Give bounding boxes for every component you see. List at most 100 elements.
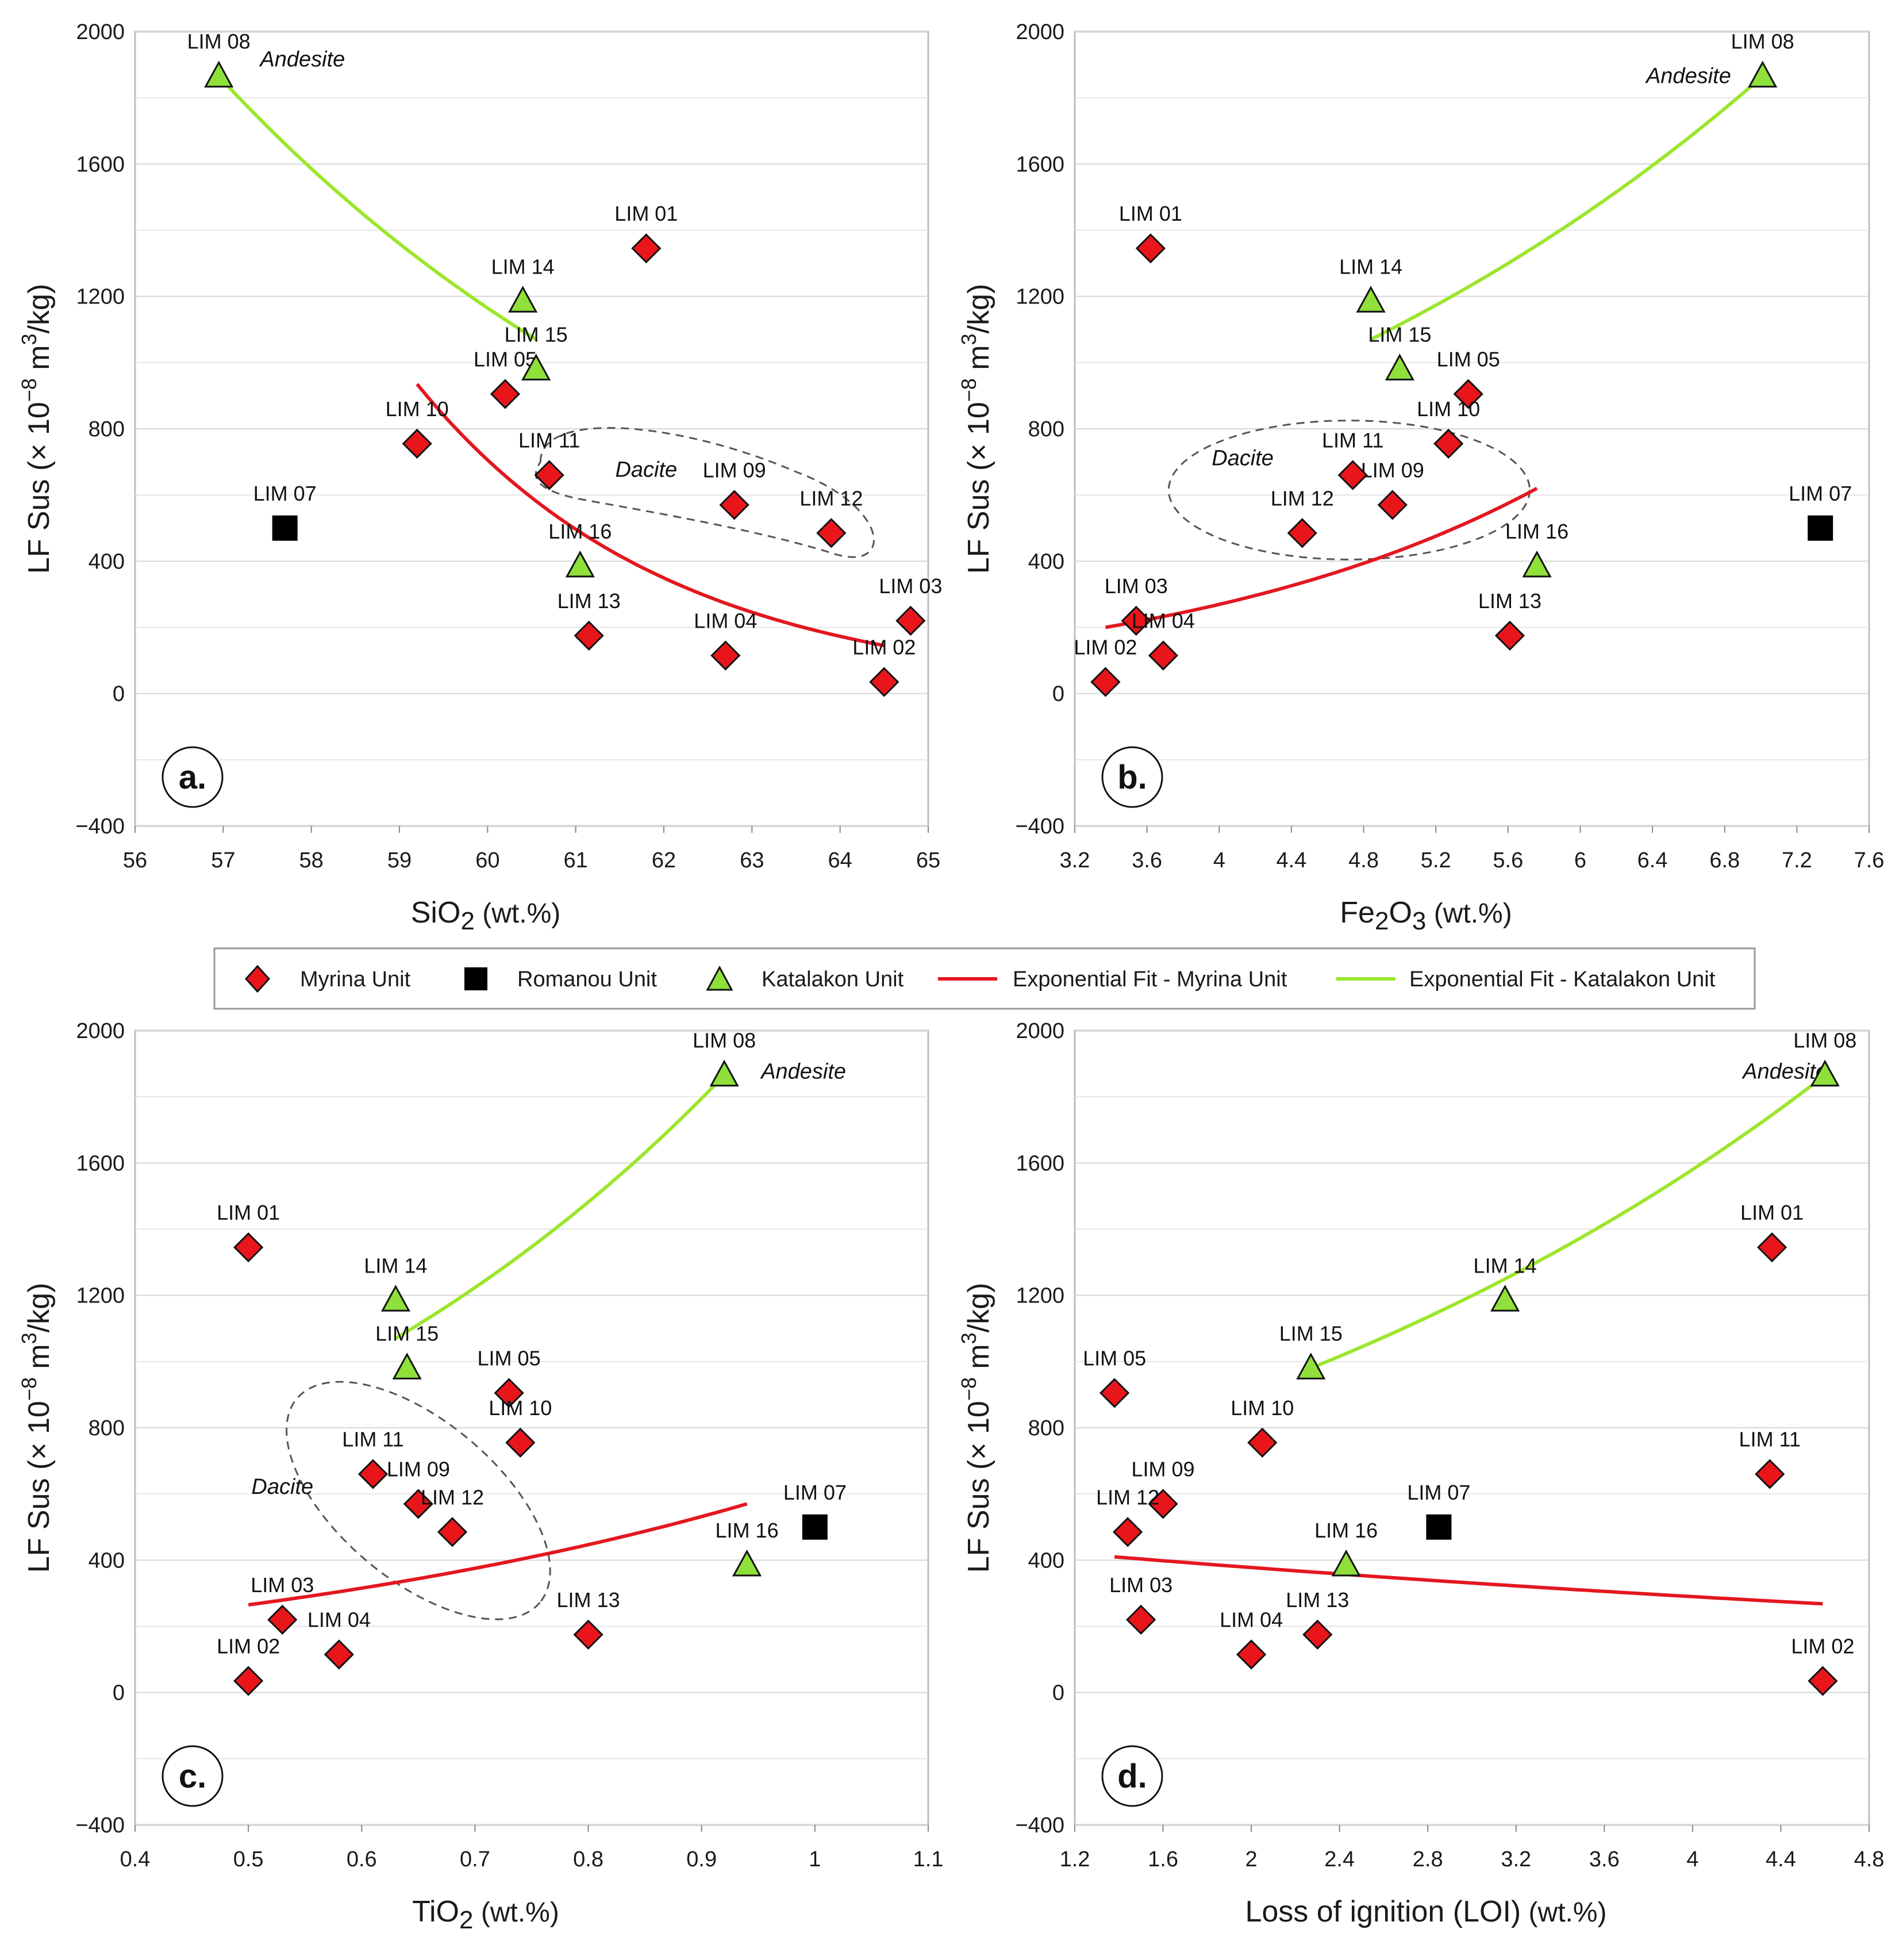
point-label: LIM 11 [342,1428,403,1451]
point-lim-02 [869,667,899,697]
y-tick-label: 0 [113,1681,125,1705]
point-label: LIM 09 [387,1457,450,1481]
point-label: LIM 16 [1505,520,1568,543]
y-tick-label: −400 [1015,1813,1064,1838]
annotation-dacite: Dacite [251,1475,313,1499]
point-label: LIM 08 [187,30,251,53]
point-label: LIM 10 [1417,397,1480,421]
legend-label-romanou: Romanou Unit [517,967,657,991]
x-tick-label: 4.8 [1348,848,1379,873]
point-label: LIM 01 [217,1201,280,1224]
point-lim-11 [1337,460,1368,490]
dacite-outline [535,426,875,558]
point-label: LIM 16 [1314,1519,1378,1542]
point-label: LIM 02 [1074,636,1137,659]
point-label: LIM 05 [1083,1347,1146,1370]
legend-label-fit-myrina: Exponential Fit - Myrina Unit [1013,967,1287,991]
point-lim-07 [272,515,298,541]
x-axis-label: Fe2O3 (wt.%) [1340,896,1512,935]
point-lim-16 [1522,550,1552,578]
dacite-outline [286,1381,551,1620]
point-lim-16 [732,1549,762,1577]
panel-label: b. [1117,759,1147,796]
point-lim-01 [631,233,662,264]
point-lim-16 [565,550,595,578]
y-tick-label: 400 [1028,549,1064,574]
point-label: LIM 14 [364,1254,427,1277]
panel-d: −400 0 400 800 1200 1600 2000 1.2 1.6 2 2.4 2.8 3.2 3… [957,1019,1884,1928]
point-lim-04 [1148,640,1179,671]
legend-label-myrina: Myrina Unit [300,967,411,991]
x-tick-label: 56 [123,848,147,873]
annotation-andesite: Andesite [1741,1059,1828,1083]
point-label: LIM 03 [879,574,942,598]
point-lim-08 [1748,60,1778,88]
point-lim-14 [508,286,538,313]
x-tick-label: 4.4 [1276,848,1306,873]
point-label: LIM 01 [1740,1201,1804,1224]
annotation-andesite: Andesite [1645,64,1731,88]
point-lim-08 [1810,1059,1840,1087]
panel-label: a. [179,759,206,796]
y-tick-label: −400 [75,1813,125,1838]
point-label: LIM 01 [614,202,678,225]
point-label: LIM 15 [1368,322,1431,346]
x-tick-label: 0.4 [120,1847,151,1871]
annotation-andesite: Andesite [760,1059,846,1083]
y-tick-label: −400 [75,814,125,839]
y-tick-label: 1600 [76,152,125,176]
x-tick-label: 59 [387,848,412,873]
point-label: LIM 12 [1096,1485,1159,1509]
point-label: LIM 14 [1339,255,1402,278]
point-lim-14 [1490,1285,1520,1312]
point-label: LIM 13 [558,589,621,613]
point-lim-10 [1433,428,1464,459]
x-tick-label: 2.8 [1413,1847,1443,1871]
point-label: LIM 03 [1105,574,1168,598]
panel-label: d. [1117,1758,1147,1795]
point-lim-09 [1377,490,1408,520]
x-tick-label: 6.8 [1709,848,1740,873]
x-tick-label: 3.2 [1501,1847,1531,1871]
x-tick-label: 5.2 [1421,848,1451,873]
point-label: LIM 10 [1231,1396,1294,1420]
point-lim-11 [357,1459,389,1489]
point-lim-12 [1113,1517,1143,1547]
point-label: LIM 13 [1478,589,1541,613]
y-tick-label: 800 [89,1416,125,1440]
fit-curve-myrina [416,383,885,648]
y-axis-label: LF Sus (× 10−8 m3/kg) [17,1283,56,1573]
point-label: LIM 15 [1279,1321,1343,1345]
point-label: LIM 02 [217,1635,280,1658]
y-tick-label: 2000 [76,20,125,44]
x-tick-label: 3.6 [1132,848,1162,873]
point-lim-12 [816,518,847,548]
point-lim-09 [403,1489,433,1519]
point-lim-14 [1356,286,1386,313]
point-lim-02 [1090,667,1121,697]
y-tick-label: 1600 [76,1151,125,1175]
panel-c: −400 0 400 800 1200 1600 2000 0.4 0.5 0.6 0.7 0.8 0.… [17,1019,943,1934]
point-label: LIM 04 [1220,1608,1283,1631]
legend-marker-myrina [244,964,271,993]
point-lim-10 [402,428,432,459]
point-lim-03 [895,605,926,636]
y-tick-label: 0 [113,682,125,706]
point-lim-08 [709,1059,739,1087]
x-tick-label: 58 [299,848,324,873]
panel-label-circle [162,746,224,808]
x-tick-label: 60 [475,848,499,873]
point-label: LIM 08 [1731,30,1794,53]
point-lim-11 [534,460,564,490]
fit-curve-myrina [1105,486,1538,629]
x-tick-label: 0.9 [686,1847,717,1871]
x-tick-label: 1.1 [913,1847,944,1871]
annotation-andesite: Andesite [259,47,345,71]
point-label: LIM 02 [852,636,916,659]
y-tick-label: 400 [89,1548,125,1573]
point-lim-05 [1453,379,1483,409]
point-lim-15 [392,1352,422,1379]
x-tick-label: 64 [828,848,852,873]
point-label: LIM 05 [474,348,537,371]
